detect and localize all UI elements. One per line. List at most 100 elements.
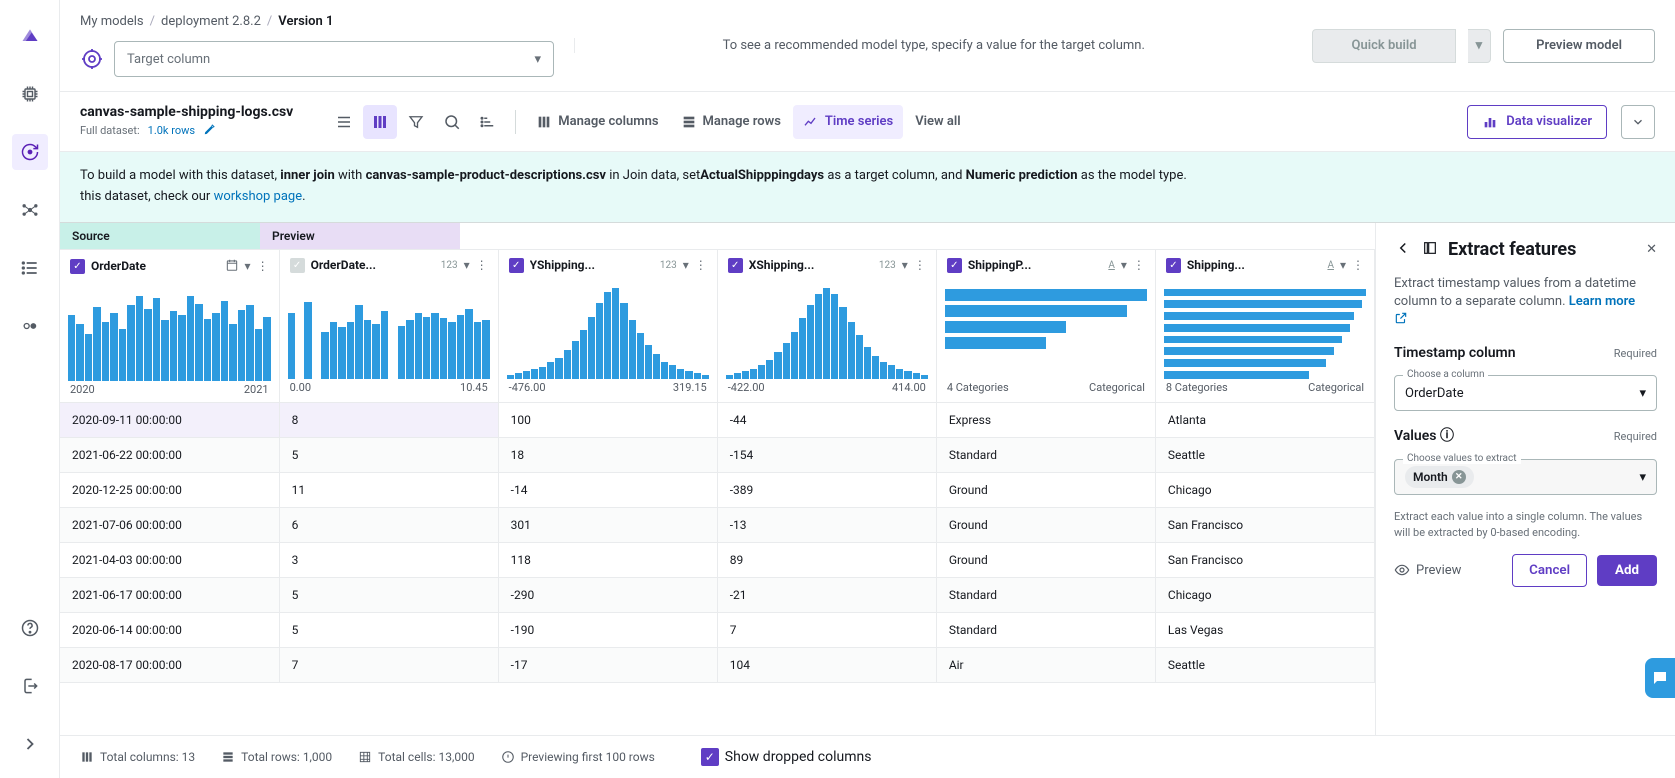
sort-icon[interactable] [471,105,505,139]
column-more-icon[interactable]: ⋮ [1133,258,1145,272]
logo-icon[interactable] [12,18,48,54]
back-icon[interactable] [1394,239,1412,261]
table-row[interactable]: 2021-06-22 00:00:00518-154StandardSeattl… [60,437,1375,472]
search-icon[interactable] [435,105,469,139]
external-link-icon[interactable] [1394,311,1408,325]
table-cell: 3 [279,542,498,577]
time-series-button[interactable]: Time series [793,105,903,139]
range-high: Categorical [1308,381,1364,394]
table-cell: 2020-08-17 00:00:00 [60,647,279,682]
filter-icon[interactable] [399,105,433,139]
manage-rows-button[interactable]: Manage rows [671,105,791,139]
column-more-icon[interactable]: ⋮ [695,258,707,272]
column-dropdown-icon[interactable]: ▾ [245,259,251,273]
logout-icon[interactable] [12,668,48,704]
column-dropdown-icon[interactable]: ▾ [1340,258,1346,272]
table-row[interactable]: 2021-07-06 00:00:006301-13GroundSan Fran… [60,507,1375,542]
column-checkbox[interactable]: ✓ [290,258,305,273]
workshop-link[interactable]: workshop page [214,189,303,204]
range-high: Categorical [1089,381,1145,394]
table-cell: 118 [498,542,717,577]
table-cell: -389 [717,472,936,507]
timestamp-column-select[interactable]: Choose a column OrderDate ▾ [1394,375,1657,411]
learn-more-link[interactable]: Learn more [1569,294,1635,309]
column-dropdown-icon[interactable]: ▾ [1121,258,1127,272]
value-chip[interactable]: Month✕ [1405,466,1474,488]
column-name: OrderDate [91,259,219,273]
preview-model-button[interactable]: Preview model [1503,29,1655,63]
table-cell: Standard [936,612,1155,647]
column-histogram [1156,281,1374,381]
more-actions-icon[interactable] [1621,105,1655,139]
cancel-button[interactable]: Cancel [1512,554,1587,587]
range-low: 2020 [70,383,95,396]
nav-sidebar [0,0,60,778]
view-list-icon[interactable] [327,105,361,139]
column-more-icon[interactable]: ⋮ [476,258,488,272]
table-cell: -17 [498,647,717,682]
source-tag: Source [60,223,260,249]
chevron-down-icon: ▾ [1639,470,1646,485]
column-more-icon[interactable]: ⋮ [1352,258,1364,272]
main-content: My models / deployment 2.8.2 / Version 1… [60,0,1675,778]
column-header: ✓OrderDate...123▾⋮0.0010.45 [279,250,498,403]
dataset-rows-link[interactable]: 1.0k rows [148,124,195,137]
quick-build-dropdown[interactable]: ▾ [1468,29,1492,63]
column-more-icon[interactable]: ⋮ [257,259,269,273]
column-checkbox[interactable]: ✓ [728,258,743,273]
table-cell: 2021-06-17 00:00:00 [60,577,279,612]
values-select[interactable]: Choose values to extract Month✕ ▾ [1394,459,1657,495]
column-checkbox[interactable]: ✓ [947,258,962,273]
column-checkbox[interactable]: ✓ [509,258,524,273]
table-cell: -190 [498,612,717,647]
column-dropdown-icon[interactable]: ▾ [464,258,470,272]
column-dropdown-icon[interactable]: ▾ [683,258,689,272]
total-cells: Total cells: 13,000 [378,750,474,764]
chat-icon[interactable] [1645,658,1675,698]
target-column-select[interactable]: Target column ▾ [114,41,554,77]
table-cell: 2021-04-03 00:00:00 [60,542,279,577]
extract-features-panel: Extract features ✕ Extract timestamp val… [1375,223,1675,735]
column-dropdown-icon[interactable]: ▾ [902,258,908,272]
help-icon[interactable] [12,610,48,646]
table-cell: 89 [717,542,936,577]
column-checkbox[interactable]: ✓ [70,259,85,274]
range-low: -422.00 [728,381,765,394]
table-row[interactable]: 2020-12-25 00:00:0011-14-389GroundChicag… [60,472,1375,507]
table-row[interactable]: 2021-06-17 00:00:005-290-21StandardChica… [60,577,1375,612]
breadcrumb-item[interactable]: My models [80,14,144,29]
quick-build-button[interactable]: Quick build [1312,29,1455,63]
toggle-icon[interactable] [12,308,48,344]
view-all-button[interactable]: View all [905,105,970,139]
table-row[interactable]: 2021-04-03 00:00:00311889GroundSan Franc… [60,542,1375,577]
column-more-icon[interactable]: ⋮ [914,258,926,272]
range-low: 8 Categories [1166,381,1228,394]
column-checkbox[interactable]: ✓ [1166,258,1181,273]
close-icon[interactable]: ✕ [1646,242,1657,257]
manage-columns-button[interactable]: Manage columns [526,105,668,139]
dataset-name: canvas-sample-shipping-logs.csv [80,104,293,120]
data-visualizer-button[interactable]: Data visualizer [1467,105,1607,139]
table-cell: Standard [936,437,1155,472]
info-icon[interactable]: ⓘ [1440,425,1454,445]
table-row[interactable]: 2020-06-14 00:00:005-1907StandardLas Veg… [60,612,1375,647]
view-grid-icon[interactable] [363,105,397,139]
range-low: 4 Categories [947,381,1009,394]
show-dropped-checkbox[interactable]: ✓ [701,748,719,766]
network-icon[interactable] [12,192,48,228]
dataset-toolbar: canvas-sample-shipping-logs.csv Full dat… [60,92,1675,152]
add-button[interactable]: Add [1597,555,1657,586]
table-cell: -14 [498,472,717,507]
table-row[interactable]: 2020-09-11 00:00:008100-44ExpressAtlanta [60,402,1375,437]
preview-action[interactable]: Preview [1394,562,1461,578]
table-row[interactable]: 2020-08-17 00:00:007-17104AirSeattle [60,647,1375,682]
remove-chip-icon[interactable]: ✕ [1452,470,1466,484]
list-icon[interactable] [12,250,48,286]
expand-icon[interactable] [12,726,48,762]
breadcrumb-item[interactable]: deployment 2.8.2 [161,14,261,29]
chip-icon[interactable] [12,76,48,112]
table-cell: 11 [279,472,498,507]
refresh-icon[interactable] [12,134,48,170]
column-name: XShipping... [749,258,873,272]
edit-icon[interactable] [203,122,217,139]
